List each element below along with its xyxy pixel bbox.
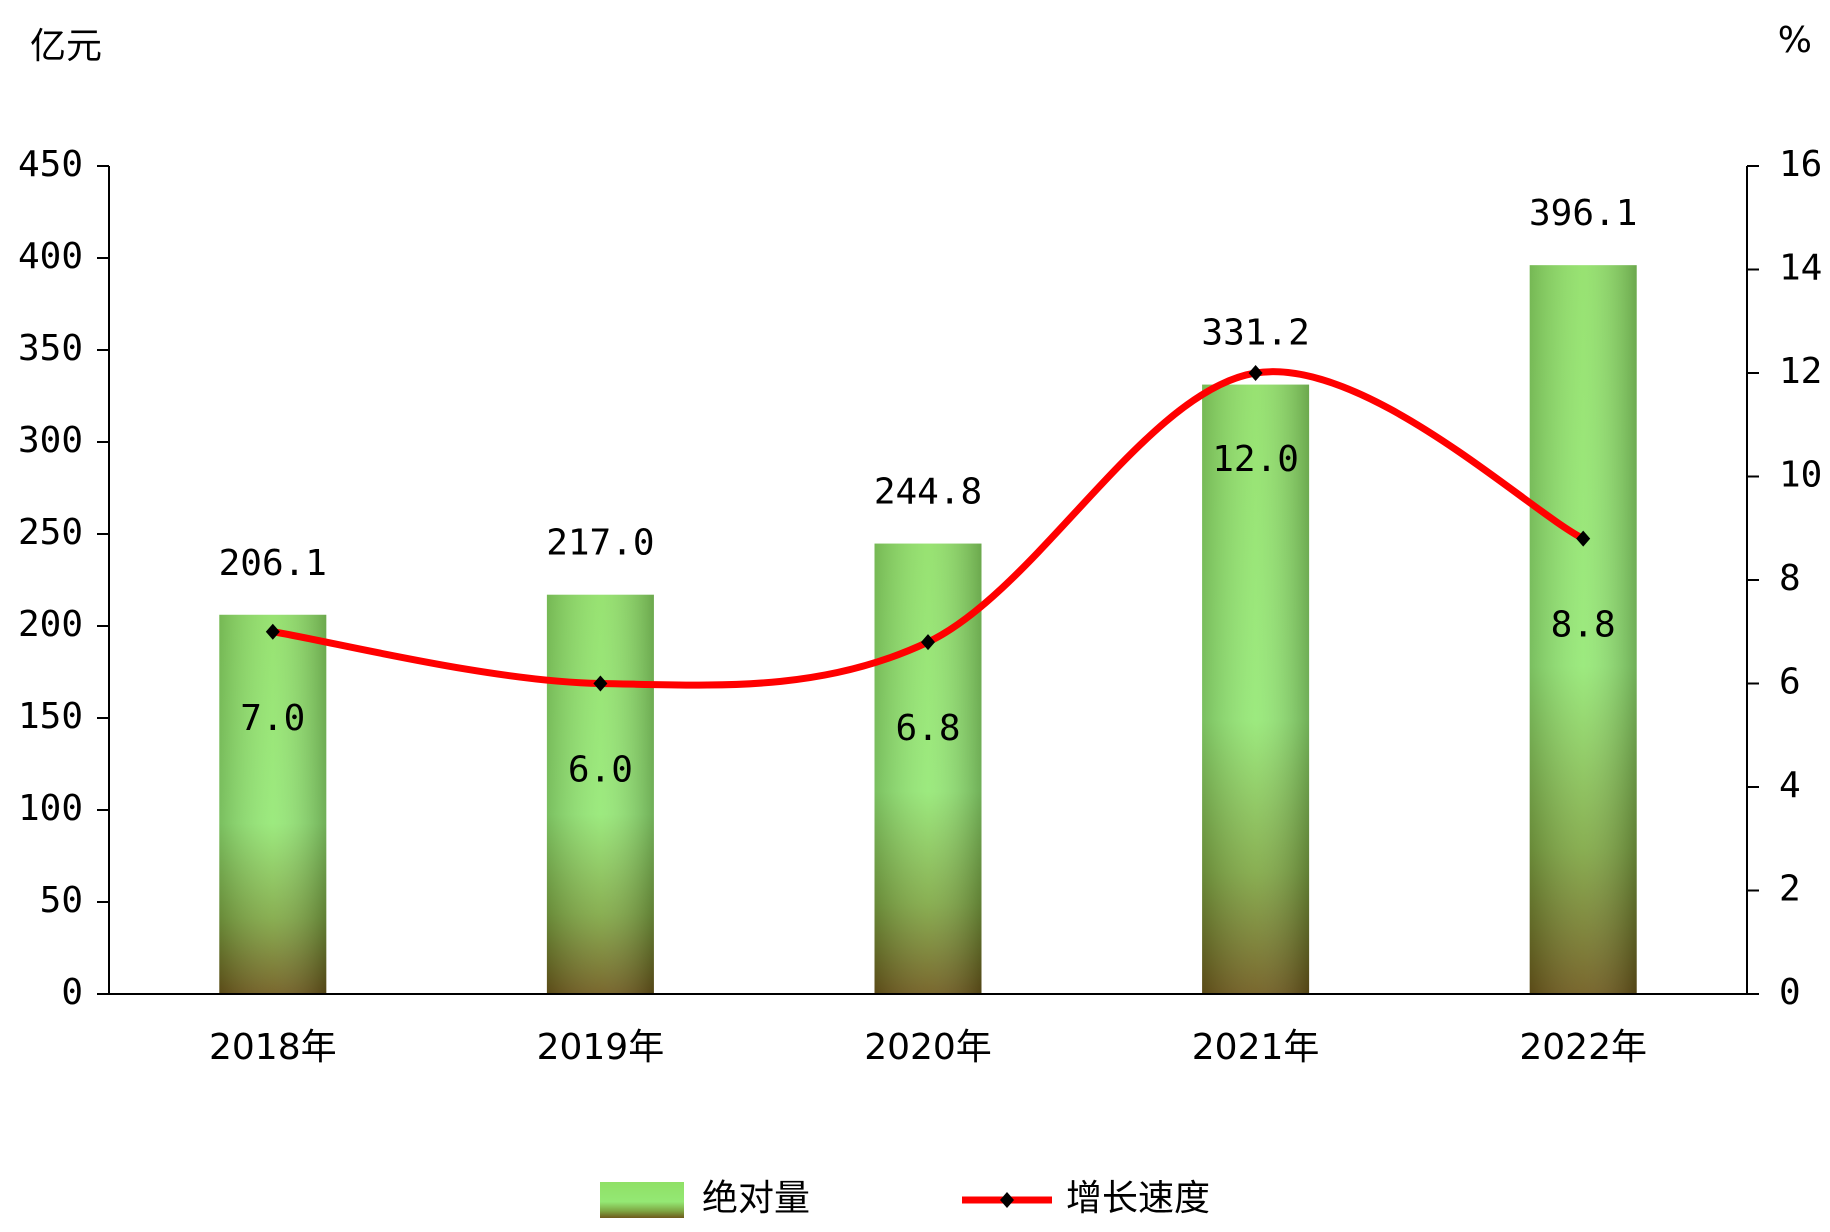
y-tick-label: 100: [18, 788, 83, 829]
y-tick-label: 50: [40, 880, 83, 921]
y-tick-label: 350: [18, 328, 83, 369]
y2-tick-label: 10: [1779, 455, 1822, 496]
line-value-label: 12.0: [1212, 439, 1299, 480]
bar-shade: [1202, 384, 1310, 994]
line: [272, 368, 1585, 689]
y-tick-label: 250: [18, 512, 83, 553]
y2-tick-label: 6: [1779, 662, 1801, 703]
y2-tick-label: 0: [1779, 972, 1801, 1013]
y-tick-label: 400: [18, 236, 83, 277]
y2-tick-label: 16: [1779, 144, 1822, 185]
y-tick-label: 450: [18, 144, 83, 185]
y-tick-label: 0: [61, 972, 83, 1013]
bar-value-label: 244.8: [874, 472, 982, 513]
x-tick-label: 2020年: [864, 1027, 992, 1068]
y2-tick-label: 8: [1779, 558, 1801, 599]
line-value-label: 6.0: [568, 750, 633, 791]
bar-shade: [219, 614, 327, 994]
x-tick-label: 2019年: [537, 1027, 665, 1068]
y-tick-label: 150: [18, 696, 83, 737]
x-tick-label: 2018年: [209, 1027, 337, 1068]
line-marker: [921, 634, 935, 651]
bar-value-label: 396.1: [1529, 193, 1637, 234]
line-value-label: 6.8: [895, 708, 960, 749]
y-tick-label: 300: [18, 420, 83, 461]
bar-value-label: 331.2: [1201, 313, 1309, 354]
y2-tick-label: 2: [1779, 869, 1801, 910]
y2-tick-label: 14: [1779, 248, 1822, 289]
y-tick-label: 200: [18, 604, 83, 645]
legend-label: 增长速度: [1066, 1178, 1210, 1219]
line-value-label: 7.0: [240, 698, 305, 739]
line-marker: [593, 675, 608, 692]
bar-value-label: 206.1: [219, 543, 327, 584]
y2-axis-title: %: [1778, 20, 1812, 61]
legend-marker: [1000, 1192, 1014, 1208]
line-marker: [265, 623, 280, 640]
bar-shade: [874, 543, 982, 994]
x-tick-label: 2022年: [1519, 1027, 1647, 1068]
bar-shade: [546, 594, 654, 994]
x-tick-label: 2021年: [1192, 1027, 1320, 1068]
y2-tick-label: 4: [1779, 765, 1801, 806]
legend-swatch: [600, 1182, 684, 1218]
legend-label: 绝对量: [702, 1178, 810, 1219]
line-value-label: 8.8: [1551, 605, 1616, 646]
bar-shade: [1529, 265, 1637, 994]
line-marker: [1576, 530, 1591, 547]
line-marker: [1248, 365, 1263, 381]
bar-value-label: 217.0: [546, 523, 654, 564]
y-axis-title: 亿元: [30, 26, 102, 67]
y2-tick-label: 12: [1779, 351, 1822, 392]
